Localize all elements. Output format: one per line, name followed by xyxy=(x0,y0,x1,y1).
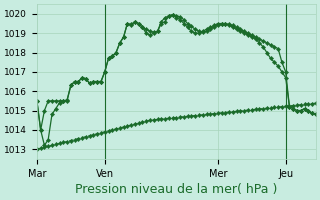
X-axis label: Pression niveau de la mer( hPa ): Pression niveau de la mer( hPa ) xyxy=(75,183,277,196)
